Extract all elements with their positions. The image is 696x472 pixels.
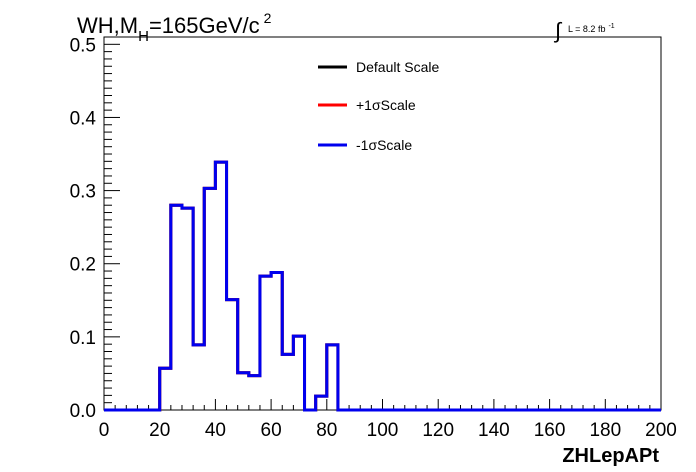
y-tick-label: 0.4 bbox=[70, 108, 97, 129]
y-tick-label: 0.2 bbox=[70, 255, 96, 276]
chart-title-rest: =165GeV/c bbox=[149, 13, 260, 38]
legend-label-default: Default Scale bbox=[356, 59, 439, 75]
legend-label-plus1sigma: +1σScale bbox=[356, 97, 416, 113]
plot-frame bbox=[103, 36, 662, 411]
x-tick-label: 80 bbox=[316, 420, 337, 441]
series-line-1 bbox=[104, 160, 661, 412]
y-tick-label: 0.5 bbox=[70, 35, 96, 56]
series-layer bbox=[104, 160, 661, 412]
y-tick-label: 0.1 bbox=[70, 328, 96, 349]
x-tick-label: 140 bbox=[478, 420, 510, 441]
x-tick-label: 0 bbox=[99, 420, 110, 441]
x-axis-title: ZHLepAPt bbox=[562, 445, 659, 467]
chart-title-superscript: 2 bbox=[264, 10, 272, 26]
luminosity-text: L = 8.2 fb bbox=[568, 24, 605, 34]
x-tick-label: 200 bbox=[645, 420, 677, 441]
luminosity-superscript: -1 bbox=[608, 23, 614, 30]
x-tick-label: 60 bbox=[261, 420, 282, 441]
legend-label-minus1sigma: -1σScale bbox=[356, 137, 412, 153]
y-tick-label: 0.3 bbox=[70, 182, 96, 203]
x-tick-label: 40 bbox=[205, 420, 226, 441]
x-tick-label: 180 bbox=[589, 420, 621, 441]
y-tick-label: 0.0 bbox=[70, 401, 96, 422]
chart-title: WH,MH=165GeV/c 2 bbox=[77, 10, 272, 45]
x-tick-label: 120 bbox=[422, 420, 454, 441]
series-line-0 bbox=[104, 160, 661, 412]
luminosity-integral-symbol: ∫ bbox=[553, 18, 563, 43]
x-tick-label: 20 bbox=[149, 420, 170, 441]
x-tick-label: 100 bbox=[367, 420, 399, 441]
luminosity-annotation: L = 8.2 fb -1 bbox=[568, 23, 615, 34]
chart-title-main: WH,M bbox=[77, 13, 138, 38]
x-tick-label: 160 bbox=[534, 420, 566, 441]
legend: Default Scale +1σScale -1σScale bbox=[318, 59, 439, 153]
series-line-2 bbox=[104, 160, 661, 412]
y-axis: 0.0 0.1 0.2 0.3 0.4 0.5 bbox=[70, 35, 120, 422]
x-axis: 0 20 40 60 80 100 120 140 160 180 200 bbox=[99, 399, 677, 441]
